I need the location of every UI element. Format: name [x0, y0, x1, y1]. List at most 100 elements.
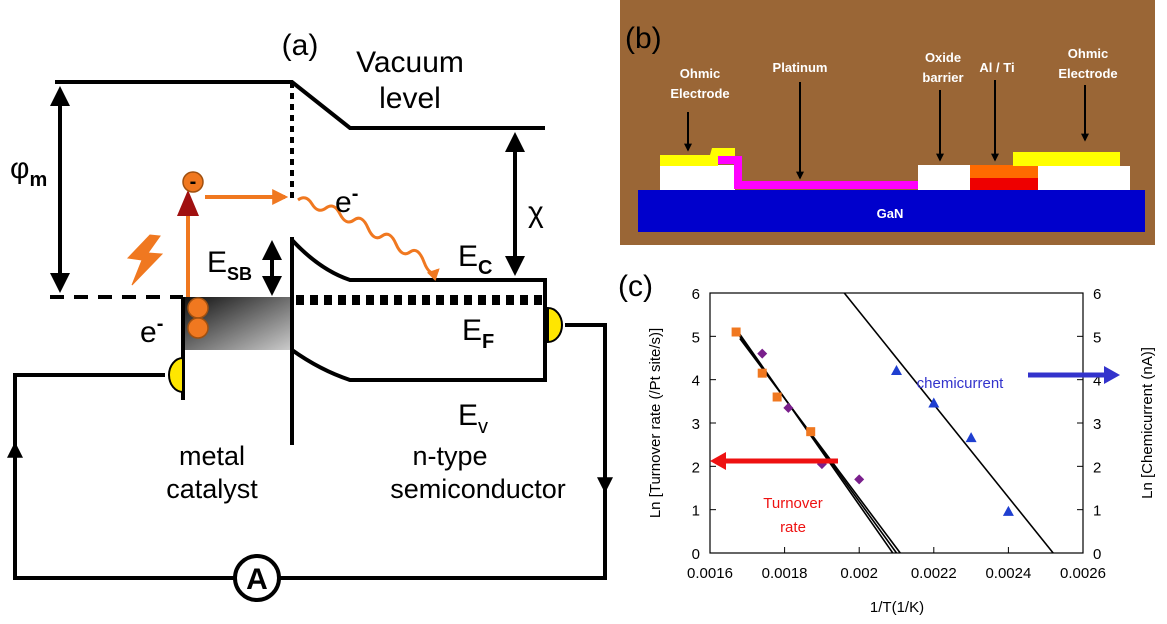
- subscript: v: [478, 416, 488, 438]
- label: GaN: [877, 206, 904, 221]
- y2-tick-label: 3: [1093, 416, 1101, 433]
- y-axis-label: Ln [Turnover rate (/Pt site/s)]: [647, 328, 664, 518]
- ev-label: Ev: [458, 399, 488, 438]
- panel-label: (c): [618, 270, 653, 303]
- point: [806, 427, 815, 436]
- subscript: C: [478, 257, 492, 279]
- label: Al / Ti: [979, 60, 1014, 75]
- x-tick-label: 0.0022: [911, 565, 957, 582]
- oxide: [918, 165, 970, 190]
- subscript: F: [482, 331, 494, 353]
- symbol: φ: [10, 152, 29, 185]
- y-tick-label: 6: [692, 286, 700, 303]
- semiconductor-label: n-type: [412, 441, 487, 471]
- y-tick-label: 2: [692, 459, 700, 476]
- point: [758, 369, 767, 378]
- point: [757, 349, 767, 359]
- x-tick-label: 0.002: [840, 565, 878, 582]
- y-tick-label: 1: [692, 503, 700, 520]
- point: [854, 474, 864, 484]
- label: Electrode: [670, 86, 729, 101]
- ammeter-label: A: [246, 563, 268, 596]
- annotation: chemicurrent: [917, 375, 1005, 392]
- lightning: [128, 235, 162, 285]
- symbol: E: [462, 314, 482, 347]
- electron-label: e-: [140, 313, 163, 349]
- point: [783, 403, 793, 413]
- contact: [548, 308, 562, 342]
- y2-tick-label: 6: [1093, 286, 1101, 303]
- label: Ohmic: [1068, 46, 1108, 61]
- y2-tick-label: 1: [1093, 503, 1101, 520]
- y-tick-label: 5: [692, 329, 700, 346]
- electrode: [1013, 152, 1120, 166]
- y2-tick-label: 5: [1093, 329, 1101, 346]
- ti-layer: [970, 178, 1038, 190]
- phi-label: φm: [10, 152, 47, 191]
- y2-tick-label: 2: [1093, 459, 1101, 476]
- symbol: e: [335, 186, 352, 219]
- y2-tick-label: 0: [1093, 546, 1101, 563]
- annotation: rate: [780, 519, 806, 536]
- semiconductor-label: semiconductor: [390, 474, 566, 504]
- symbol: E: [458, 240, 478, 273]
- label: Platinum: [773, 60, 828, 75]
- superscript: -: [157, 313, 164, 335]
- subscript: SB: [227, 264, 252, 284]
- y-tick-label: 0: [692, 546, 700, 563]
- device-schematic: (b) Ohmic Electrode Platinum Oxide barri…: [620, 0, 1155, 245]
- conduction-band: [292, 240, 545, 280]
- metal-label: metal: [179, 441, 245, 471]
- vacuum-level-line: [55, 82, 545, 128]
- valence-band: [292, 350, 545, 380]
- subscript: m: [29, 169, 47, 191]
- esb-label: ESB: [207, 246, 252, 284]
- annotation: Turnover: [763, 495, 822, 512]
- contact: [169, 358, 183, 392]
- figure: (a) Vacuum level φm χ - e- EC ESB e- EF …: [0, 0, 1167, 624]
- electron: [188, 298, 208, 318]
- point: [891, 365, 902, 375]
- label: Electrode: [1058, 66, 1117, 81]
- symbol: E: [458, 399, 478, 432]
- point: [1003, 506, 1014, 516]
- panel-label: (b): [625, 22, 662, 55]
- y-tick-label: 3: [692, 416, 700, 433]
- band-diagram: [15, 82, 605, 600]
- ef-label: EF: [462, 314, 494, 353]
- y2-axis-label: Ln [Chemicurrent (nA)]: [1139, 347, 1156, 499]
- label: Oxide: [925, 50, 961, 65]
- x-axis-label: 1/T(1/K): [870, 599, 924, 616]
- point: [732, 328, 741, 337]
- charge-sign: -: [190, 171, 197, 193]
- vacuum-label: Vacuum: [356, 46, 464, 79]
- chi-label: χ: [528, 196, 544, 229]
- arrowhead: [180, 195, 196, 214]
- oxide: [1038, 166, 1130, 190]
- fit-line: [844, 293, 1053, 553]
- superscript: -: [352, 183, 359, 205]
- electron: [188, 318, 208, 338]
- label: barrier: [922, 70, 963, 85]
- panel-label: (a): [282, 29, 319, 62]
- point: [773, 393, 782, 402]
- x-tick-label: 0.0016: [687, 565, 733, 582]
- oxide: [660, 165, 735, 190]
- hot-electron-path: [298, 198, 438, 273]
- y-tick-label: 4: [692, 373, 700, 390]
- metal-label: catalyst: [166, 474, 258, 504]
- symbol: e: [140, 316, 157, 349]
- x-tick-label: 0.0026: [1060, 565, 1106, 582]
- label: Ohmic: [680, 66, 720, 81]
- plot-frame: [710, 293, 1083, 553]
- ec-label: EC: [458, 240, 492, 279]
- symbol: E: [207, 246, 227, 279]
- x-tick-label: 0.0024: [985, 565, 1031, 582]
- annotation-arrowhead: [1104, 366, 1120, 384]
- al-layer: [970, 165, 1038, 178]
- point: [966, 432, 977, 442]
- electron-label: e-: [335, 183, 358, 219]
- x-tick-label: 0.0018: [762, 565, 808, 582]
- annotation-arrowhead: [710, 452, 726, 470]
- vacuum-label: level: [379, 82, 441, 115]
